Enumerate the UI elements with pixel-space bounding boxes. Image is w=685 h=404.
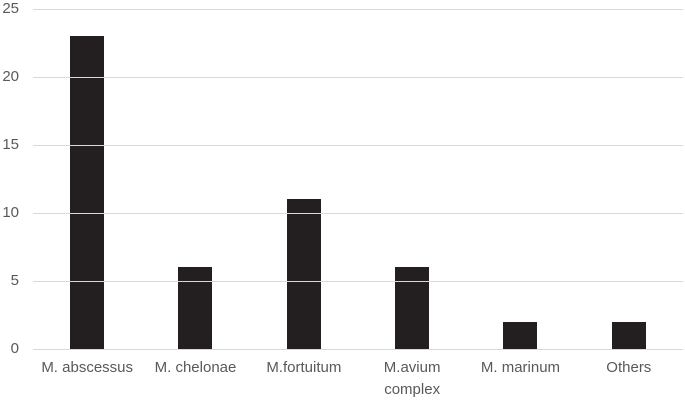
bar-cell [250,9,358,349]
bar-cell [33,9,141,349]
bar-1 [70,36,105,349]
y-tick-label: 0 [10,340,19,357]
x-category-label: M.avium complex [383,359,441,398]
bar-5 [503,321,538,349]
bar-3 [286,199,321,349]
x-category-label: M. marinum [480,359,561,376]
y-tick-label: 15 [2,136,19,153]
gridline-0 [33,349,683,350]
bar-2 [178,267,213,349]
bars [33,9,683,349]
y-tick-label: 25 [2,0,19,17]
x-axis-category-labels: M. abscessus M. chelonae M.fortuitum M.aviu… [33,357,683,401]
y-tick-label: 5 [10,272,19,289]
bar-cell [358,9,466,349]
gridline-25 [33,9,683,10]
y-tick-label: 10 [2,204,19,221]
x-category-label: Others [606,359,652,376]
gridline-15 [33,145,683,146]
gridline-20 [33,77,683,78]
bar-cell [141,9,249,349]
y-tick-label: 20 [2,68,19,85]
y-axis-tick-labels: 0 5 10 15 20 25 [0,0,19,357]
x-category-label: M. chelonae [154,359,237,376]
gridline-5 [33,281,683,282]
bar-cell [575,9,683,349]
gridline-10 [33,213,683,214]
bar-6 [611,321,646,349]
x-category-label: M.fortuitum [266,359,342,376]
bar-cell [466,9,574,349]
bar-4 [395,267,430,349]
x-category-label: M. abscessus [41,359,134,376]
plot-area [33,9,683,350]
